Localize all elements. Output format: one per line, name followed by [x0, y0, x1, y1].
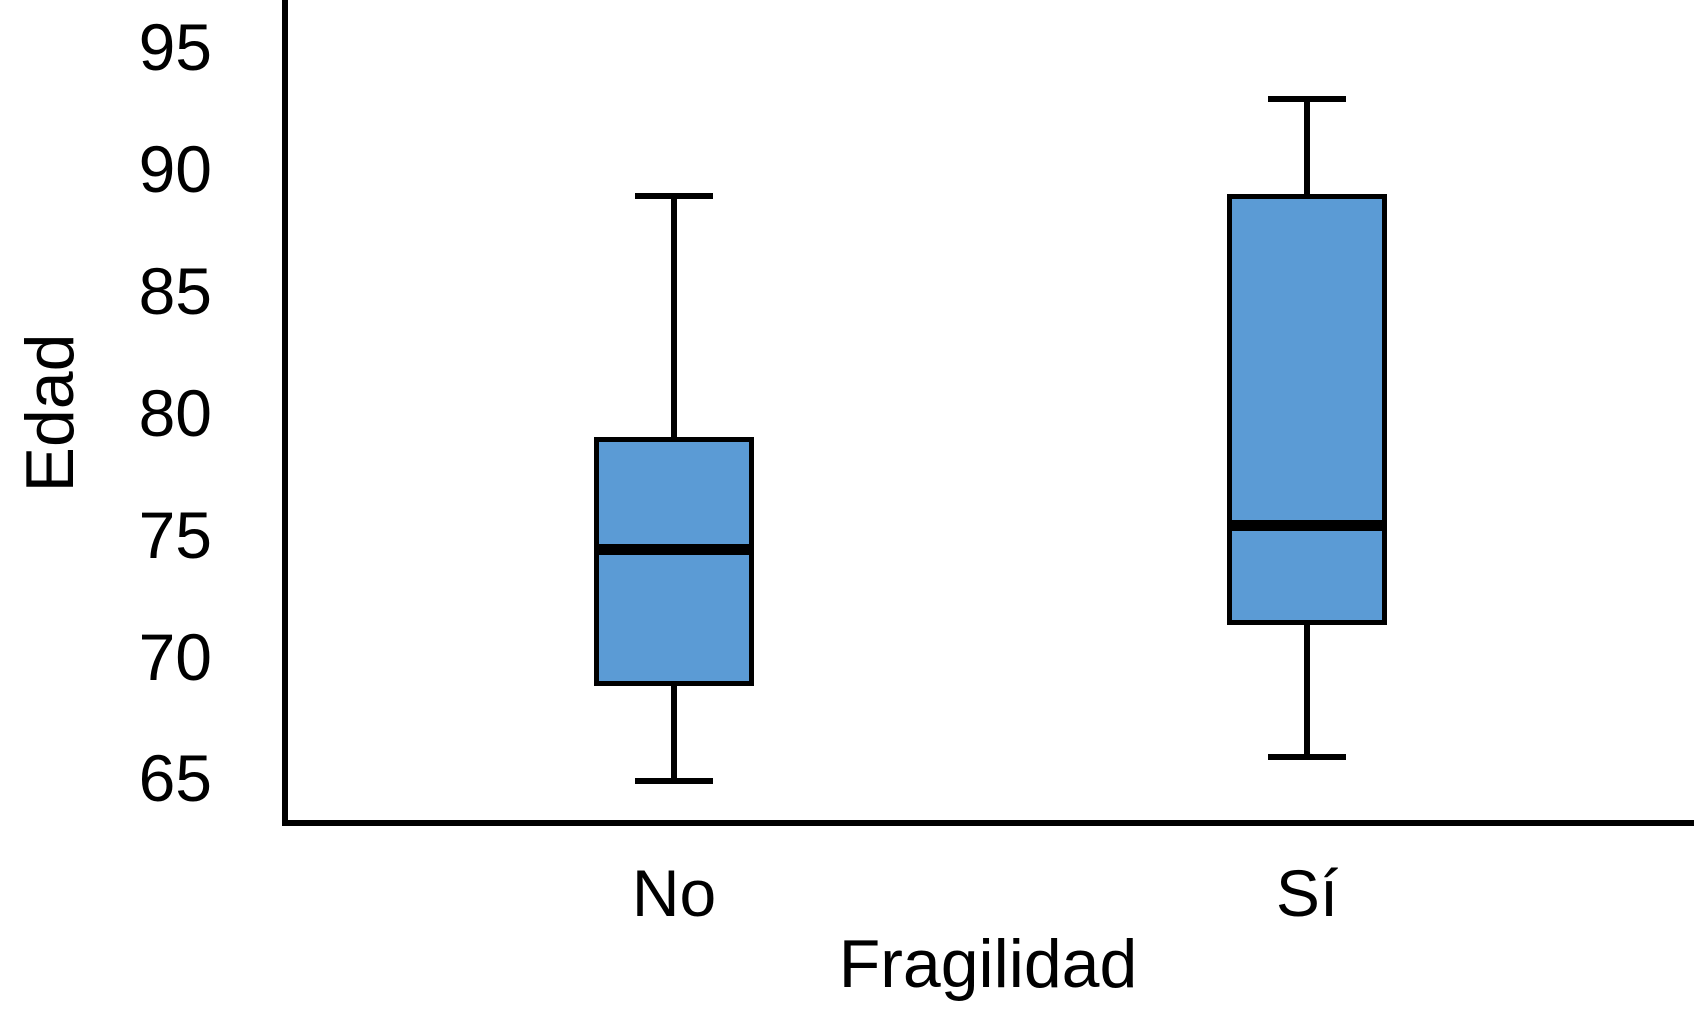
whisker-cap-high-No [635, 193, 713, 200]
y-tick-label-80: 80 [138, 375, 212, 450]
whisker-cap-low-Sí [1268, 753, 1346, 760]
y-tick-label-70: 70 [138, 619, 212, 694]
x-category-label-No: No [631, 856, 717, 930]
median-line-No [599, 544, 749, 556]
x-axis-title: Fragilidad [838, 926, 1138, 1002]
y-tick-label-90: 90 [138, 132, 212, 207]
iqr-box-Sí [1227, 193, 1387, 626]
y-tick-label-85: 85 [138, 254, 212, 329]
y-tick-label-65: 65 [138, 741, 212, 816]
whisker-cap-high-Sí [1268, 95, 1346, 102]
x-axis-line [282, 820, 1694, 826]
y-axis-line [282, 0, 288, 826]
y-tick-label-95: 95 [138, 10, 212, 85]
iqr-box-No [594, 437, 754, 687]
x-category-label-Sí: Sí [1275, 856, 1339, 930]
median-line-Sí [1232, 519, 1382, 531]
y-tick-label-75: 75 [138, 497, 212, 572]
whisker-cap-low-No [635, 778, 713, 784]
